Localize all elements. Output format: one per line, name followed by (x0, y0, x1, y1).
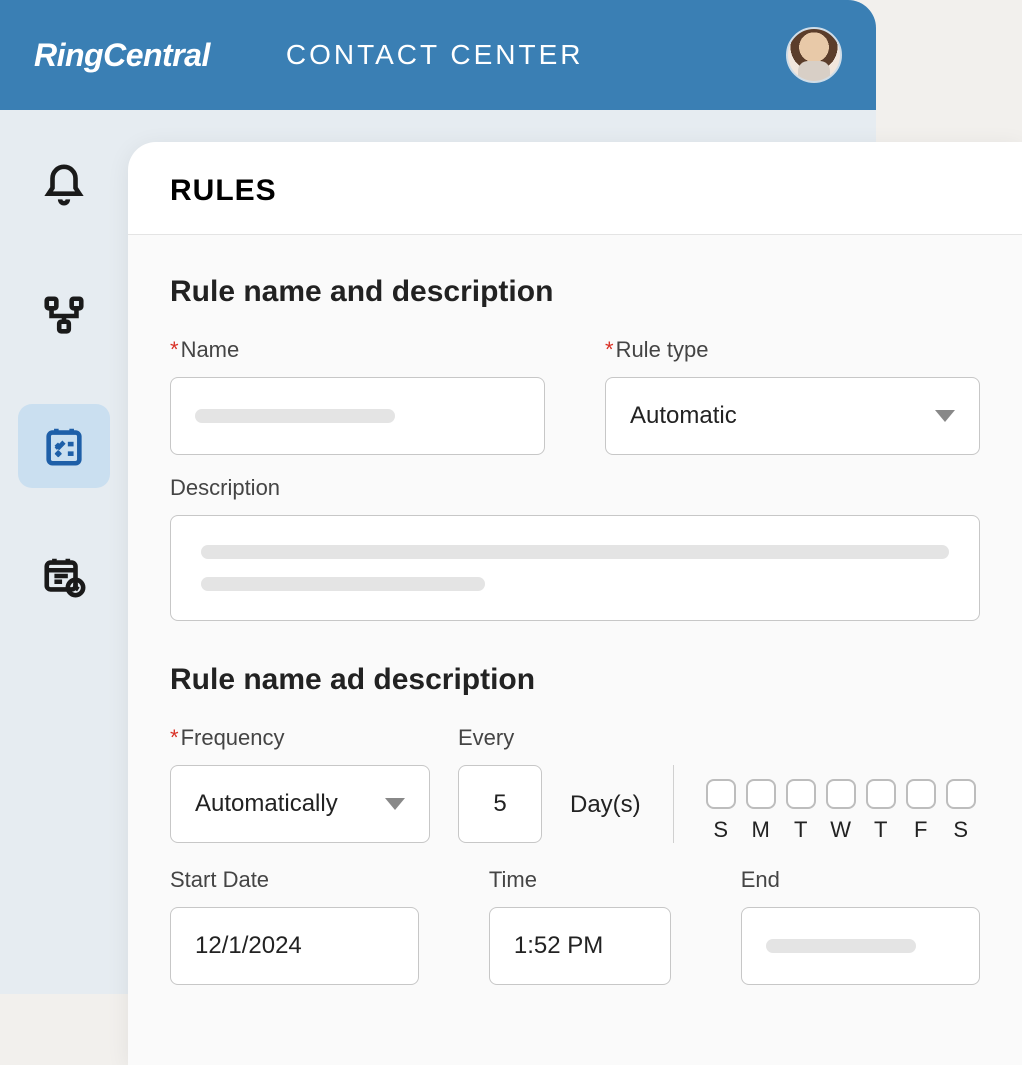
bell-icon (41, 163, 87, 209)
row-name-type: *Name *Rule type Automatic (170, 337, 980, 455)
field-time: Time 1:52 PM (489, 867, 671, 985)
start-date-value: 12/1/2024 (195, 932, 302, 960)
field-name: *Name (170, 337, 545, 455)
dow-checkbox-sat[interactable] (946, 779, 976, 809)
time-input[interactable]: 1:52 PM (489, 907, 671, 985)
frequency-value: Automatically (195, 790, 338, 818)
rules-clipboard-icon (41, 423, 87, 469)
user-avatar[interactable] (786, 27, 842, 83)
row-dates: Start Date 12/1/2024 Time 1:52 PM End (170, 867, 980, 985)
end-input[interactable] (741, 907, 980, 985)
sidebar-item-workflow[interactable] (18, 274, 110, 358)
sidebar (0, 110, 128, 994)
chevron-down-icon (385, 798, 405, 810)
field-description: Description (170, 475, 980, 621)
start-date-input[interactable]: 12/1/2024 (170, 907, 419, 985)
end-placeholder (766, 939, 916, 953)
panel-title: RULES (128, 142, 1022, 234)
end-label: End (741, 867, 980, 893)
dow-checkbox-sun[interactable] (706, 779, 736, 809)
dow-checkbox-wed[interactable] (826, 779, 856, 809)
dow-checkbox-tue[interactable] (786, 779, 816, 809)
app-header: RingCentral CONTACT CENTER (0, 0, 876, 110)
field-every: Every 5 (458, 725, 542, 843)
dow-label: S (946, 817, 976, 843)
section-heading-2: Rule name ad description (170, 663, 980, 697)
dow-label: M (746, 817, 776, 843)
dow-checkbox-thu[interactable] (866, 779, 896, 809)
days-of-week-picker: S M T W T F S (706, 779, 976, 843)
divider-vertical (673, 765, 674, 843)
frequency-label-text: Frequency (181, 725, 285, 750)
description-textarea[interactable] (170, 515, 980, 621)
every-value: 5 (493, 790, 506, 818)
row-frequency: *Frequency Automatically Every 5 Day(s) (170, 725, 980, 843)
dow-label: F (906, 817, 936, 843)
field-end: End (741, 867, 980, 985)
nodes-icon (41, 293, 87, 339)
name-placeholder (195, 409, 395, 423)
panel-body: Rule name and description *Name *Rule ty… (128, 235, 1022, 1065)
dow-label-row: S M T W T F S (706, 817, 976, 843)
every-label: Every (458, 725, 542, 751)
every-unit-label: Day(s) (570, 791, 641, 843)
header-title: CONTACT CENTER (286, 39, 584, 71)
dow-label: T (866, 817, 896, 843)
required-asterisk: * (170, 725, 179, 750)
name-label: *Name (170, 337, 545, 363)
calendar-clock-icon (41, 553, 87, 599)
rule-type-label: *Rule type (605, 337, 980, 363)
rule-type-select[interactable]: Automatic (605, 377, 980, 455)
required-asterisk: * (170, 337, 179, 362)
dow-checkbox-fri[interactable] (906, 779, 936, 809)
sidebar-item-rules[interactable] (18, 404, 110, 488)
rules-panel: RULES Rule name and description *Name *R… (128, 142, 1022, 1065)
name-input[interactable] (170, 377, 545, 455)
sidebar-item-notifications[interactable] (18, 144, 110, 228)
sidebar-item-schedule[interactable] (18, 534, 110, 618)
field-rule-type: *Rule type Automatic (605, 337, 980, 455)
section-heading-1: Rule name and description (170, 275, 980, 309)
name-label-text: Name (181, 337, 240, 362)
field-frequency: *Frequency Automatically (170, 725, 430, 843)
description-placeholder-line1 (201, 545, 949, 559)
rule-type-label-text: Rule type (616, 337, 709, 362)
dow-label: T (786, 817, 816, 843)
description-placeholder-line2 (201, 577, 485, 591)
required-asterisk: * (605, 337, 614, 362)
time-label: Time (489, 867, 671, 893)
dow-label: W (826, 817, 856, 843)
start-date-label: Start Date (170, 867, 419, 893)
dow-checkbox-mon[interactable] (746, 779, 776, 809)
frequency-select[interactable]: Automatically (170, 765, 430, 843)
rule-type-value: Automatic (630, 402, 737, 430)
time-value: 1:52 PM (514, 932, 603, 960)
dow-checkbox-row (706, 779, 976, 809)
field-start-date: Start Date 12/1/2024 (170, 867, 419, 985)
frequency-label: *Frequency (170, 725, 430, 751)
dow-label: S (706, 817, 736, 843)
chevron-down-icon (935, 410, 955, 422)
brand-logo: RingCentral (34, 37, 210, 74)
every-input[interactable]: 5 (458, 765, 542, 843)
description-label: Description (170, 475, 980, 501)
